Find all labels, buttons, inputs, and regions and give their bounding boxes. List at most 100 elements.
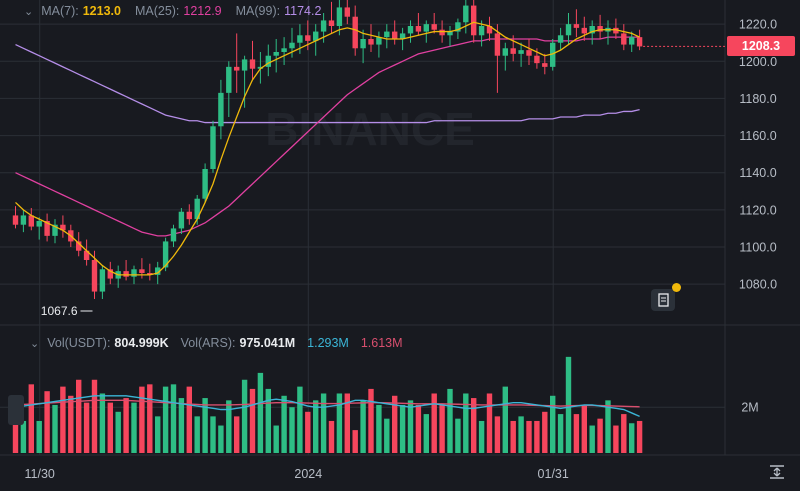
ma25-value: 1212.9 [183, 4, 222, 18]
candle-body [76, 241, 82, 251]
volume-bar [52, 404, 58, 453]
candle-body [313, 31, 319, 41]
vol-y-tick-label: 2M [741, 401, 758, 415]
x-tick-label: 11/30 [25, 467, 55, 481]
volume-bar [28, 384, 34, 453]
candle-body [629, 37, 635, 45]
notification-dot [672, 283, 681, 292]
candle-body [510, 48, 516, 54]
candle-body [368, 39, 374, 45]
volume-bar [297, 386, 303, 453]
volume-bar [305, 411, 311, 453]
y-tick-label: 1200.0 [739, 55, 777, 69]
candle-body [147, 273, 153, 275]
volume-bar [313, 400, 319, 453]
volume-bar [597, 418, 603, 453]
volume-bar [526, 420, 532, 453]
volume-bar [186, 386, 192, 453]
ma99-line [15, 43, 640, 124]
axes: 1080.0 1100.0 1120.0 1140.0 1160.0 1180.0 1200… [25, 18, 778, 481]
volume-bar [550, 395, 556, 453]
candle-body [455, 22, 461, 32]
volume-bar [20, 420, 27, 453]
candle-body [471, 5, 477, 36]
volume-bar [636, 420, 643, 453]
vol-usdt-label: Vol(USDT): [47, 336, 111, 350]
volume-bar [581, 404, 587, 453]
note-icon[interactable] [651, 289, 675, 311]
candle-body [107, 269, 113, 279]
candle-body [344, 7, 350, 17]
volume-bar [249, 388, 256, 453]
candle-body [431, 24, 437, 30]
vol-ars-label: Vol(ARS): [180, 336, 236, 350]
last-price-tag: 1208.3 [727, 36, 795, 56]
candle-body [202, 169, 208, 199]
vol-ma-a-line [15, 395, 640, 418]
candle-body [518, 50, 524, 54]
candle-body [131, 269, 137, 277]
volume-bar [147, 384, 153, 453]
volume-bar [83, 402, 90, 453]
candle-body [257, 66, 264, 69]
volume-bar [510, 420, 516, 453]
chevron-down-icon[interactable]: ⌄ [30, 337, 40, 350]
volume-bar [76, 379, 82, 453]
volume-bar [565, 356, 572, 453]
ma99-label: MA(99): [235, 4, 281, 18]
candle-body [226, 66, 232, 93]
candle-body [297, 35, 303, 43]
candle-body [581, 27, 587, 34]
volume-bar [226, 400, 232, 453]
volume-bar [463, 393, 469, 453]
volume-bar [123, 398, 129, 453]
volume-bar [344, 393, 350, 453]
volume-bar [399, 404, 406, 453]
candle-body [542, 63, 548, 67]
volume-bar [447, 388, 453, 453]
y-tick-label: 1140.0 [739, 166, 776, 180]
candle-body [155, 267, 161, 275]
volume-bar [502, 386, 508, 453]
volume-bar [336, 393, 343, 453]
volume-bar [241, 379, 248, 453]
volume-bar [218, 425, 224, 453]
candle-body [360, 39, 366, 49]
y-tick-label: 1100.0 [739, 241, 776, 255]
volume-bar [613, 425, 619, 453]
candle-body [186, 211, 192, 220]
y-tick-label: 1120.0 [739, 203, 776, 217]
price-plot[interactable]: 1067.6 [12, 0, 725, 318]
candle-body [139, 269, 145, 273]
candle-body [494, 33, 501, 56]
candle-body [83, 250, 90, 260]
candle-body [210, 126, 216, 169]
volume-bar [486, 393, 493, 453]
chevron-down-icon[interactable]: ⌄ [24, 5, 34, 18]
volume-bar [257, 372, 264, 453]
candle-body [565, 24, 572, 36]
panel-toggle-handle[interactable] [8, 395, 24, 425]
candle-body [534, 55, 540, 64]
candle-body [439, 29, 445, 36]
volume-bar [518, 416, 524, 453]
candle-body [621, 33, 627, 45]
volume-plot[interactable] [12, 356, 643, 453]
ma7-label: MA(7): [41, 4, 79, 18]
volume-bar [471, 398, 477, 453]
ma7-line [15, 21, 640, 276]
fit-screen-icon[interactable] [766, 463, 788, 481]
candle-body [234, 66, 240, 71]
volume-bar [115, 411, 121, 453]
candle-body [336, 7, 343, 26]
volume-bar [12, 400, 19, 453]
candle-body [557, 35, 564, 43]
volume-bar [629, 423, 635, 453]
volume-bar [289, 407, 295, 453]
candle-body [526, 50, 532, 56]
volume-indicator-legend: ⌄ Vol(USDT): 804.999K Vol(ARS): 975.041M… [30, 336, 403, 350]
candle-body [352, 16, 358, 49]
volume-bar [194, 416, 200, 453]
candle-body [91, 260, 98, 292]
